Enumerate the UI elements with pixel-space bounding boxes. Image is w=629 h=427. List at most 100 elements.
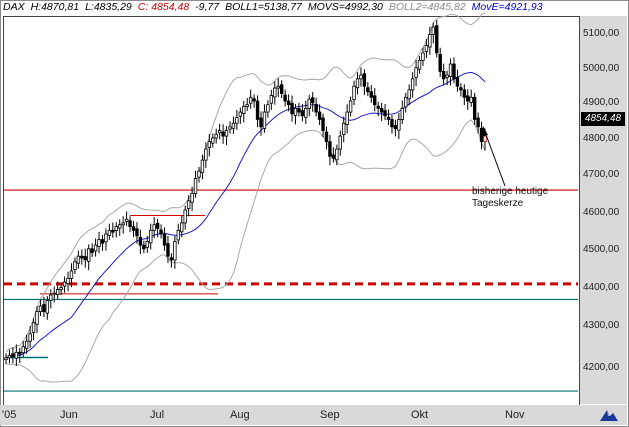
- x-tick-label: Okt: [411, 409, 429, 421]
- candle-body: [310, 97, 315, 104]
- candle-body: [314, 103, 318, 113]
- candle-body: [138, 236, 143, 246]
- candle-body: [87, 248, 91, 262]
- candle-body: [214, 133, 218, 139]
- annotation-line-2: Tageskerze: [472, 198, 524, 209]
- upper-band-line: [5, 12, 486, 353]
- app-logo-icon[interactable]: [598, 407, 620, 423]
- ohlc-info-bar: DAX H:4870,81 L:4835,29 C: 4854,48 -9,77 BOLL…: [3, 0, 549, 15]
- x-tick-label: Sep: [320, 409, 340, 421]
- candle-body: [114, 226, 118, 232]
- candle-body: [404, 96, 408, 108]
- candle-body: [14, 351, 19, 359]
- candle-body: [362, 73, 367, 87]
- candle-body: [49, 294, 53, 301]
- candle-body: [359, 74, 363, 80]
- x-tick-label: Aug: [230, 409, 250, 421]
- current-price-marker: 4854,48: [581, 112, 625, 126]
- candle-body: [155, 222, 160, 229]
- candle-body: [180, 222, 184, 233]
- candle-body: [231, 122, 236, 129]
- candle-body: [366, 87, 370, 93]
- candle-body: [383, 110, 387, 117]
- candle-body: [4, 357, 8, 361]
- annotation-arrow-head: [481, 126, 488, 137]
- candle-body: [97, 239, 101, 247]
- candle-body: [324, 131, 329, 143]
- candle-body: [183, 209, 187, 224]
- candle-body: [293, 107, 298, 116]
- annotation-arrow: [484, 131, 506, 187]
- candle-body: [45, 300, 50, 314]
- candle-body: [211, 137, 215, 144]
- x-tick-label: Jun: [60, 409, 78, 421]
- candle-body: [342, 122, 346, 136]
- annotation-line-1: bisherige heutige: [472, 186, 549, 197]
- candle-body: [352, 85, 356, 100]
- candle-body: [111, 229, 115, 233]
- candle-body: [476, 117, 480, 128]
- candle-body: [93, 244, 98, 252]
- candle-body: [321, 117, 325, 131]
- candle-body: [431, 26, 436, 35]
- candle-body: [69, 270, 74, 279]
- candle-body: [462, 89, 467, 98]
- candle-body: [300, 110, 305, 117]
- candle-body: [38, 305, 43, 313]
- y-axis-panel: [580, 16, 627, 404]
- candle-body: [307, 98, 311, 109]
- candle-body: [217, 130, 222, 134]
- candle-body: [145, 241, 149, 248]
- candle-body: [455, 76, 460, 87]
- candle-body: [90, 248, 94, 253]
- candle-body: [11, 353, 15, 358]
- candle-body: [235, 117, 239, 124]
- annotation-text: bisherige heutige Tageskerze: [472, 186, 548, 210]
- candle-body: [410, 78, 415, 91]
- candle-body: [417, 59, 422, 70]
- candle-body: [83, 256, 87, 261]
- candle-body: [135, 228, 139, 237]
- y-tick-label: 4200,00: [583, 362, 620, 373]
- candle-body: [459, 87, 463, 91]
- candle-body: [228, 126, 232, 130]
- candle-body: [421, 52, 425, 61]
- candle-body: [159, 229, 163, 235]
- candle-body: [131, 226, 136, 231]
- candle-body: [435, 25, 439, 54]
- lower-band-line: [5, 119, 486, 383]
- boll1-value: BOLL1=5138,77: [225, 1, 302, 13]
- candle-body: [355, 78, 360, 89]
- candle-body: [348, 100, 353, 113]
- candle-body: [445, 74, 449, 78]
- candle-body: [52, 292, 56, 295]
- candle-body: [121, 222, 125, 226]
- candle-body: [379, 107, 384, 113]
- candle-body: [407, 89, 411, 100]
- movs-value: MOVS=4992,30: [307, 1, 383, 13]
- candle-body: [283, 94, 287, 102]
- x-tick-label: Jul: [150, 409, 165, 421]
- candle-body: [297, 107, 301, 113]
- candle-body: [317, 111, 322, 120]
- y-tick-label: 4500,00: [583, 244, 620, 255]
- candle-body: [224, 130, 229, 137]
- candle-body: [197, 170, 201, 178]
- move-value: MovE=4921,93: [471, 1, 543, 13]
- candle-body: [142, 244, 146, 250]
- candle-body: [452, 63, 456, 80]
- candle-body: [466, 95, 470, 102]
- candle-body: [397, 119, 401, 131]
- candle-body: [266, 104, 270, 113]
- y-tick-label: 4600,00: [583, 207, 620, 218]
- index-name: DAX: [3, 1, 25, 13]
- candle-body: [31, 322, 36, 333]
- candle-body: [124, 218, 129, 222]
- candle-body: [259, 117, 263, 128]
- candle-body: [204, 148, 208, 161]
- moving-average-line: [5, 71, 486, 359]
- candle-body: [472, 96, 477, 120]
- candle-body: [441, 71, 446, 80]
- y-tick-label: 4800,00: [583, 133, 620, 144]
- x-axis-panel: [0, 405, 580, 425]
